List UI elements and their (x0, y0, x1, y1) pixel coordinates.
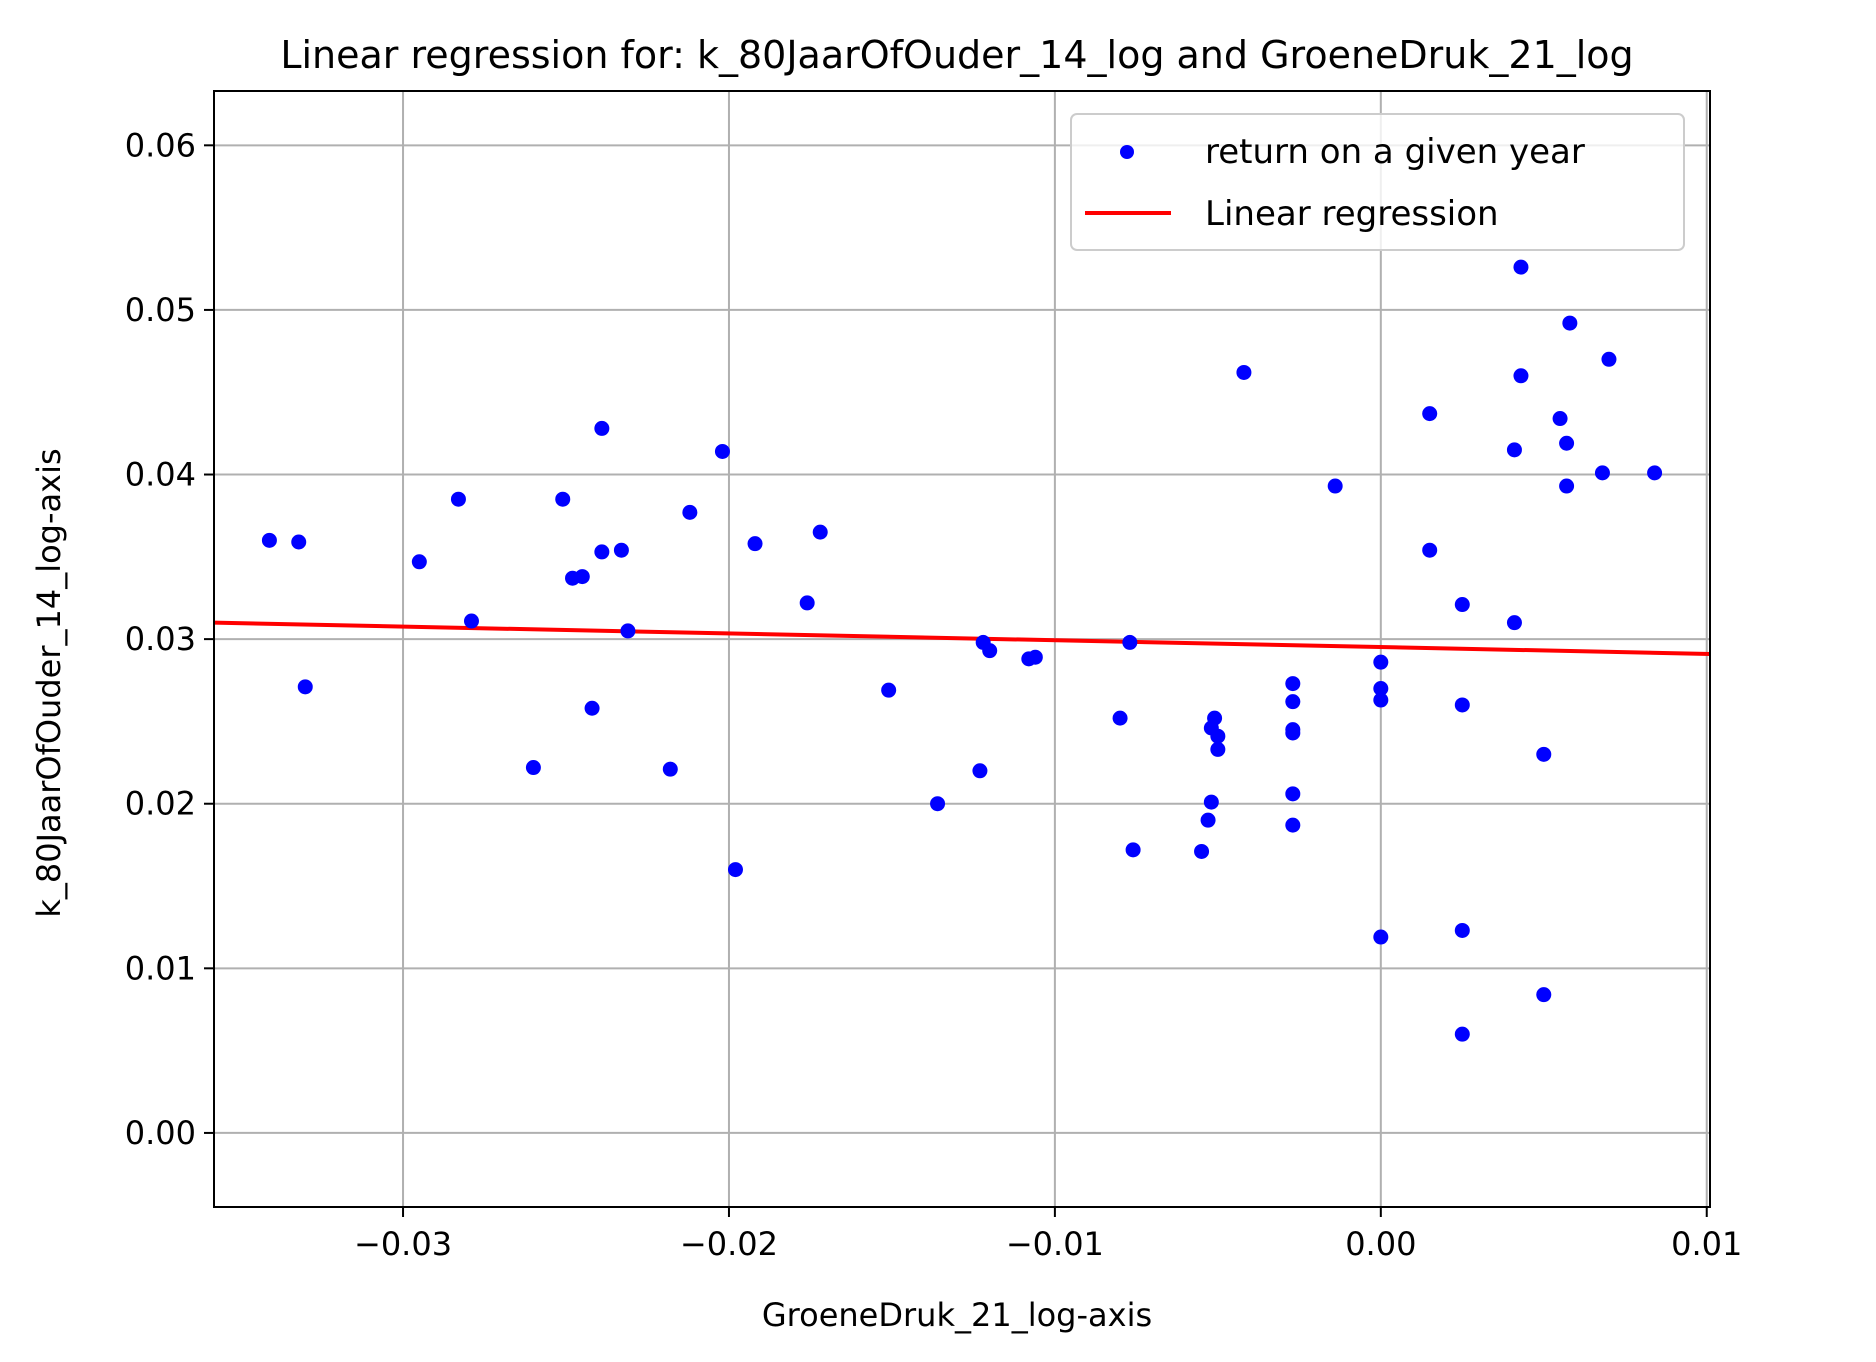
data-point (620, 623, 636, 639)
data-point (1422, 542, 1438, 558)
data-point (261, 532, 277, 548)
x-tick-label: −0.02 (680, 1225, 778, 1263)
regression-line (213, 620, 1711, 656)
data-point (727, 862, 743, 878)
x-tick-label: 0.01 (1671, 1225, 1742, 1263)
data-point (555, 491, 571, 507)
data-point (1373, 681, 1389, 697)
data-point (1454, 597, 1470, 613)
data-point (1112, 710, 1128, 726)
data-point (574, 569, 590, 585)
data-point (584, 700, 600, 716)
data-point (930, 796, 946, 812)
data-point (1506, 615, 1522, 631)
data-point (1373, 692, 1389, 708)
data-point (594, 420, 610, 436)
y-tick-label: 0.00 (125, 1114, 196, 1152)
y-tick-label: 0.04 (125, 456, 196, 494)
data-point (613, 542, 629, 558)
data-point (1027, 649, 1043, 665)
data-point (291, 534, 307, 550)
data-point (1285, 786, 1301, 802)
data-point (1373, 929, 1389, 945)
plot-frame (213, 90, 1711, 1208)
data-point (714, 443, 730, 459)
data-point (1285, 676, 1301, 692)
data-point (1536, 746, 1552, 762)
data-point (1194, 843, 1210, 859)
legend-label-scatter: return on a given year (1205, 132, 1585, 172)
data-point (463, 613, 479, 629)
y-tick-label: 0.01 (125, 949, 196, 987)
x-tick-label: −0.03 (354, 1225, 452, 1263)
y-tick-label: 0.03 (125, 620, 196, 658)
data-point (1285, 722, 1301, 738)
data-point (1207, 710, 1223, 726)
data-point (812, 524, 828, 540)
legend-scatter-marker (1120, 145, 1134, 159)
data-point (662, 761, 678, 777)
data-point (682, 504, 698, 520)
data-point (982, 643, 998, 659)
data-point (1601, 351, 1617, 367)
x-tick-label: −0.01 (1006, 1225, 1104, 1263)
data-point (1285, 694, 1301, 710)
y-tick-label: 0.05 (125, 291, 196, 329)
data-point (297, 679, 313, 695)
data-point (1552, 411, 1568, 427)
data-point (1373, 654, 1389, 670)
data-point (1285, 817, 1301, 833)
legend-box (1070, 113, 1685, 251)
data-point (1594, 465, 1610, 481)
data-point (1513, 368, 1529, 384)
x-axis-ticks: −0.03 −0.02 −0.01 0.00 0.01 (354, 1207, 1742, 1263)
data-point (1536, 987, 1552, 1003)
data-point (1647, 465, 1663, 481)
data-point (1454, 697, 1470, 713)
regression-layer (213, 620, 1711, 656)
data-point (1562, 315, 1578, 331)
data-point (1506, 442, 1522, 458)
data-point (972, 763, 988, 779)
data-point (1203, 794, 1219, 810)
data-point (1454, 1026, 1470, 1042)
data-point (1125, 842, 1141, 858)
data-point (1513, 259, 1529, 275)
data-point (525, 760, 541, 776)
data-point (1236, 364, 1252, 380)
data-point (1200, 812, 1216, 828)
data-point (450, 491, 466, 507)
data-point (747, 536, 763, 552)
data-point (1559, 478, 1575, 494)
data-point (1454, 922, 1470, 938)
y-tick-label: 0.06 (125, 126, 196, 164)
points-layer (261, 259, 1663, 1042)
data-point (799, 595, 815, 611)
data-point (1210, 728, 1226, 744)
data-point (1422, 406, 1438, 422)
data-point (1122, 634, 1138, 650)
legend-label-line: Linear regression (1205, 194, 1499, 234)
data-point (881, 682, 897, 698)
data-point (594, 544, 610, 560)
y-axis-ticks: 0.00 0.01 0.02 0.03 0.04 0.05 0.06 (125, 126, 214, 1152)
data-point (1559, 435, 1575, 451)
chart-title: Linear regression for: k_80JaarOfOuder_1… (280, 33, 1633, 77)
x-tick-label: 0.00 (1345, 1225, 1416, 1263)
y-axis-label: k_80JaarOfOuder_14_log-axis (30, 448, 68, 917)
y-tick-label: 0.02 (125, 785, 196, 823)
legend: return on a given year Linear regression (1070, 113, 1685, 251)
x-axis-label: GroeneDruk_21_log-axis (762, 1296, 1152, 1334)
data-point (1210, 741, 1226, 757)
data-point (411, 554, 427, 570)
data-point (1327, 478, 1343, 494)
